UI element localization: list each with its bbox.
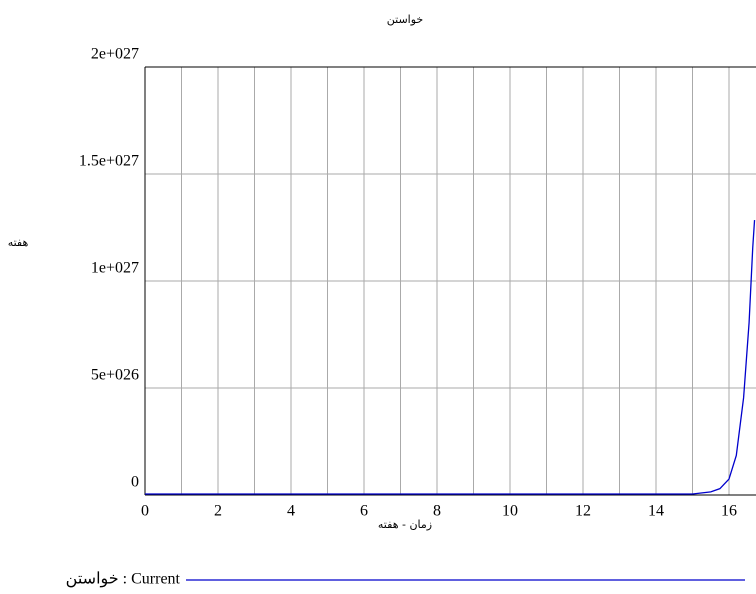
- y-tick-label: 1e+027: [91, 260, 139, 277]
- x-tick-label: 14: [648, 503, 664, 520]
- x-tick-label: 4: [287, 503, 295, 520]
- data-line: [145, 220, 756, 495]
- chart-title: خواستن: [387, 13, 423, 26]
- x-tick-label: 2: [214, 503, 222, 520]
- y-tick-label: 0: [131, 474, 139, 491]
- x-tick-label: 6: [360, 503, 368, 520]
- y-tick-label: 1.5e+027: [79, 153, 139, 170]
- x-tick-label: 12: [575, 503, 591, 520]
- legend-label: خواستن : Current: [66, 571, 181, 588]
- x-tick-label: 16: [721, 503, 737, 520]
- x-tick-label: 10: [502, 503, 518, 520]
- y-axis-label: هفته: [8, 236, 29, 249]
- y-tick-label: 2e+027: [91, 46, 139, 63]
- x-tick-label: 8: [433, 503, 441, 520]
- x-axis-label: زمان - هفته: [378, 518, 432, 531]
- plot-area: [144, 66, 756, 496]
- y-tick-label: 5e+026: [91, 367, 139, 384]
- x-tick-label: 0: [141, 503, 149, 520]
